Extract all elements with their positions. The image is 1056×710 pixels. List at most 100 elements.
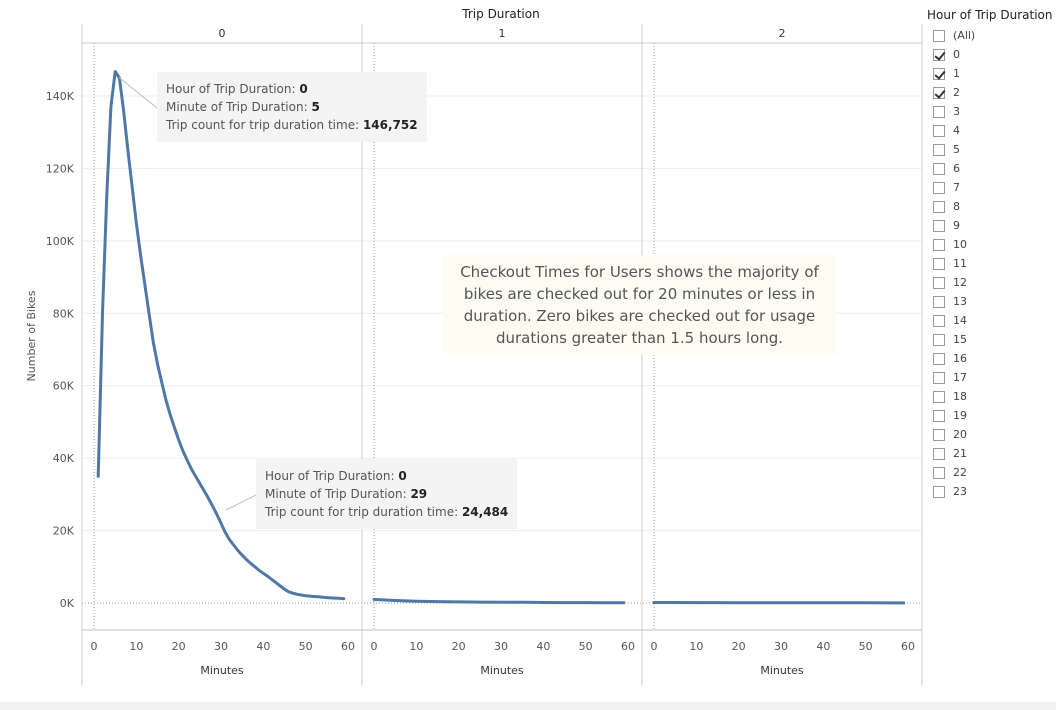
- legend-item-3[interactable]: 3: [927, 102, 1056, 121]
- checkbox-icon[interactable]: [933, 428, 945, 441]
- legend-item-2[interactable]: 2: [927, 83, 1056, 102]
- panel-0-x-tick-2: 20: [172, 640, 186, 653]
- legend-item-10[interactable]: 10: [927, 235, 1056, 254]
- panel-2-x-tick-4: 40: [816, 640, 830, 653]
- legend-item-13[interactable]: 13: [927, 292, 1056, 311]
- tooltip-peak-pointer: [118, 77, 158, 109]
- panel-0-x-tick-1: 10: [129, 640, 143, 653]
- checkbox-icon[interactable]: [933, 219, 945, 232]
- panel-2-x-axis-label: Minutes: [760, 664, 804, 677]
- legend-item-5[interactable]: 5: [927, 140, 1056, 159]
- panel-1-x-tick-3: 30: [494, 640, 508, 653]
- checkbox-icon[interactable]: [933, 390, 945, 403]
- panel-2-x-tick-3: 30: [774, 640, 788, 653]
- legend-item-4[interactable]: 4: [927, 121, 1056, 140]
- tooltip-29min-hour-label: Hour of Trip Duration:: [265, 469, 395, 483]
- checkbox-icon[interactable]: [933, 485, 945, 498]
- checkbox-icon[interactable]: [933, 466, 945, 479]
- annotation-text: Checkout Times for Users shows the major…: [460, 262, 819, 347]
- series-line-hour-1: [372, 597, 626, 605]
- legend-item-label: 12: [953, 276, 967, 289]
- tooltip-29min-count-label: Trip count for trip duration time:: [265, 505, 459, 519]
- y-tick-label-7: 140K: [46, 90, 75, 103]
- checkbox-icon[interactable]: [933, 29, 945, 42]
- legend-item-label: 10: [953, 238, 967, 251]
- panel-2-x-tick-5: 50: [859, 640, 873, 653]
- panel-0-x-tick-6: 60: [341, 640, 355, 653]
- legend-item-label: 0: [953, 48, 960, 61]
- checkbox-icon[interactable]: [933, 257, 945, 270]
- legend-item-9[interactable]: 9: [927, 216, 1056, 235]
- checkbox-icon[interactable]: [933, 352, 945, 365]
- legend-item-label: 4: [953, 124, 960, 137]
- legend-item-14[interactable]: 14: [927, 311, 1056, 330]
- bottom-scroll-bar: [0, 702, 1056, 710]
- checkbox-icon[interactable]: [933, 276, 945, 289]
- legend-item-label: 20: [953, 428, 967, 441]
- checkbox-icon[interactable]: [933, 238, 945, 251]
- panel-header-2: 2: [779, 27, 786, 40]
- legend-item-0[interactable]: 0: [927, 45, 1056, 64]
- legend-item-all[interactable]: (All): [927, 26, 1056, 45]
- checkbox-icon[interactable]: [933, 371, 945, 384]
- tooltip-29min-hour-value: 0: [398, 469, 407, 483]
- checkbox-icon[interactable]: [933, 447, 945, 460]
- legend-item-7[interactable]: 7: [927, 178, 1056, 197]
- checkbox-icon[interactable]: [933, 333, 945, 346]
- checkbox-icon[interactable]: [933, 409, 945, 422]
- legend-item-21[interactable]: 21: [927, 444, 1056, 463]
- legend-item-15[interactable]: 15: [927, 330, 1056, 349]
- checkbox-icon[interactable]: [933, 105, 945, 118]
- legend-item-label: 22: [953, 466, 967, 479]
- legend-item-16[interactable]: 16: [927, 349, 1056, 368]
- panel-0-x-tick-0: 0: [91, 640, 98, 653]
- tooltip-29min-minute-label: Minute of Trip Duration:: [265, 487, 407, 501]
- legend-item-label: 17: [953, 371, 967, 384]
- checkbox-icon[interactable]: [933, 48, 945, 61]
- panel-1-x-tick-0: 0: [371, 640, 378, 653]
- legend-item-label: 13: [953, 295, 967, 308]
- checkbox-icon[interactable]: [933, 200, 945, 213]
- legend-item-label: 16: [953, 352, 967, 365]
- checkbox-icon[interactable]: [933, 67, 945, 80]
- y-tick-label-0: 0K: [60, 597, 75, 610]
- panel-1-x-tick-1: 10: [409, 640, 423, 653]
- legend-item-11[interactable]: 11: [927, 254, 1056, 273]
- legend-item-label: 15: [953, 333, 967, 346]
- y-tick-label-2: 40K: [53, 452, 75, 465]
- annotation-box: Checkout Times for Users shows the major…: [443, 255, 836, 354]
- y-axis-label: Number of Bikes: [25, 290, 38, 381]
- checkbox-icon[interactable]: [933, 86, 945, 99]
- checkbox-icon[interactable]: [933, 143, 945, 156]
- legend-item-label: 21: [953, 447, 967, 460]
- legend-item-label: 9: [953, 219, 960, 232]
- tooltip-peak-count-value: 146,752: [362, 118, 418, 132]
- tooltip-peak-minute-value: 5: [311, 100, 320, 114]
- legend-item-1[interactable]: 1: [927, 64, 1056, 83]
- legend-item-22[interactable]: 22: [927, 463, 1056, 482]
- legend-item-6[interactable]: 6: [927, 159, 1056, 178]
- panel-0-x-axis-label: Minutes: [200, 664, 244, 677]
- checkbox-icon[interactable]: [933, 295, 945, 308]
- legend-item-label: 1: [953, 67, 960, 80]
- tooltip-peak-hour-value: 0: [299, 82, 308, 96]
- legend-item-20[interactable]: 20: [927, 425, 1056, 444]
- legend-item-19[interactable]: 19: [927, 406, 1056, 425]
- panel-0-x-tick-3: 30: [214, 640, 228, 653]
- series-line-hour-0: [96, 70, 346, 601]
- legend-item-label: 8: [953, 200, 960, 213]
- checkbox-icon[interactable]: [933, 162, 945, 175]
- legend-item-17[interactable]: 17: [927, 368, 1056, 387]
- legend-item-8[interactable]: 8: [927, 197, 1056, 216]
- panel-0-x-tick-5: 50: [299, 640, 313, 653]
- panel-2-x-tick-0: 0: [651, 640, 658, 653]
- legend-item-18[interactable]: 18: [927, 387, 1056, 406]
- legend-item-23[interactable]: 23: [927, 482, 1056, 501]
- panel-2-x-tick-6: 60: [901, 640, 915, 653]
- legend-item-12[interactable]: 12: [927, 273, 1056, 292]
- panel-1-x-tick-5: 50: [579, 640, 593, 653]
- checkbox-icon[interactable]: [933, 181, 945, 194]
- checkbox-icon[interactable]: [933, 314, 945, 327]
- checkbox-icon[interactable]: [933, 124, 945, 137]
